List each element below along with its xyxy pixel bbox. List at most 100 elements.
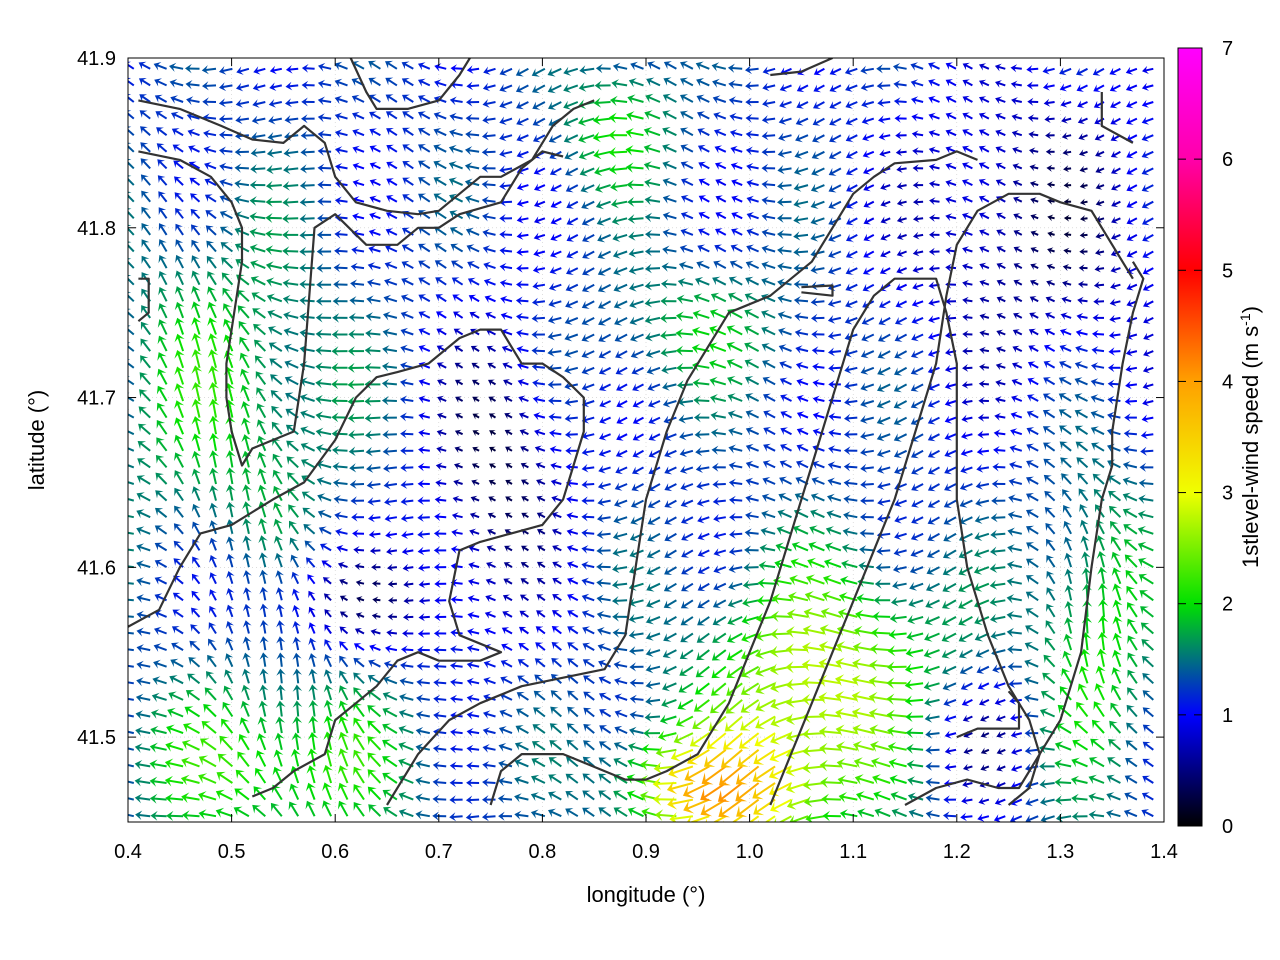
wind-vector-shaft [399,743,414,751]
wind-vector-head [1142,724,1151,733]
wind-vector-head [615,466,623,475]
wind-vector-shaft [811,510,825,519]
wind-vector-head [166,724,175,735]
wind-vector-head [989,563,998,573]
wind-vector-shaft [927,582,940,591]
wind-vector-head [465,795,473,805]
wind-vector-head [712,496,720,506]
wind-vector-head [400,327,409,337]
wind-vector-head [448,177,457,187]
wind-vector-shaft [912,483,924,491]
wind-vector-head [664,567,673,575]
wind-vector-shaft [1142,449,1154,453]
wind-vector-head [347,413,355,423]
wind-vector-head [171,626,180,634]
wind-vector-shaft [583,300,595,308]
wind-vector-head [315,378,323,389]
wind-vector-shaft [451,681,463,685]
wind-vector-shaft [908,632,924,639]
wind-vector-shaft [694,699,710,712]
wind-vector-head [382,412,389,423]
wind-vector-shaft [827,528,842,535]
wind-vector-head [1127,687,1136,696]
wind-vector-head [890,791,899,802]
wind-vector-shaft [748,213,759,220]
wind-vector-head [332,462,340,472]
wind-vector-head [173,160,181,168]
wind-vector-shaft [128,328,135,336]
wind-vector-head [222,701,232,711]
wind-vector-shaft [731,261,743,269]
wind-vector-head [677,277,686,288]
wind-vector-shaft [128,177,135,186]
wind-vector-head [500,312,508,321]
wind-vector-head [1063,617,1074,626]
wind-vector-shaft [485,662,496,668]
wind-vector-head [1123,524,1132,533]
wind-vector-shaft [260,718,267,734]
wind-vector-head [925,793,933,804]
wind-vector-head [886,693,895,705]
wind-vector-shaft [584,692,595,701]
wind-vector-head [644,263,652,274]
wind-vector-shaft [366,416,381,420]
wind-vector-head [242,587,252,595]
wind-vector-shaft [336,165,348,170]
wind-vector-head [770,645,779,658]
wind-vector-shaft [713,448,726,452]
wind-vector-shaft [771,732,792,743]
wind-vector-shaft [137,712,151,718]
wind-vector-head [757,578,766,589]
wind-vector-head [927,500,936,508]
wind-vector-shaft [258,420,267,435]
wind-vector-head [482,761,490,770]
wind-vector-shaft [484,247,496,253]
wind-vector-shaft [155,525,168,535]
wind-vector-shaft [582,200,595,209]
wind-vector-shaft [878,366,891,375]
wind-vector-head [154,626,162,636]
wind-vector-head [208,433,220,442]
wind-vector-shaft [679,280,694,286]
wind-vector-shaft [206,671,217,684]
wind-vector-shaft [804,628,825,635]
wind-vector-shaft [326,717,333,734]
wind-vector-head [535,642,543,650]
wind-vector-shaft [856,613,874,618]
wind-vector-head [1109,720,1118,730]
wind-vector-shaft [1044,361,1056,369]
wind-vector-head [1108,347,1115,356]
wind-vector-shaft [384,313,398,319]
wind-vector-head [979,229,987,237]
wind-vector-shaft [773,597,792,602]
wind-vector-head [770,716,781,728]
wind-vector-shaft [907,649,924,655]
wind-vector-head [793,509,803,518]
wind-vector-head [803,607,813,620]
wind-vector-shaft [837,728,858,735]
wind-vector-shaft [1108,460,1121,469]
wind-vector-head [174,192,183,200]
wind-vector-shaft [895,366,908,375]
wind-vector-head [1063,633,1073,643]
wind-vector-head [745,460,754,470]
wind-vector-shaft [450,162,463,170]
wind-vector-head [710,703,720,714]
wind-vector-shaft [274,487,283,502]
wind-vector-shaft [128,430,135,436]
wind-vector-head [728,546,736,556]
wind-vector-head [896,232,904,240]
wind-vector-shaft [384,677,398,685]
wind-vector-head [498,743,507,752]
wind-vector-head [209,502,219,511]
wind-vector-head [944,364,952,373]
wind-vector-head [566,756,575,765]
wind-vector-head [878,334,886,342]
wind-vector-shaft [551,690,562,701]
wind-vector-head [1007,662,1015,672]
wind-vector-head [862,283,871,292]
wind-vector-head [254,339,263,348]
wind-vector-shaft [793,543,809,552]
wind-vector-head [896,266,904,274]
wind-vector-shaft [630,233,644,238]
